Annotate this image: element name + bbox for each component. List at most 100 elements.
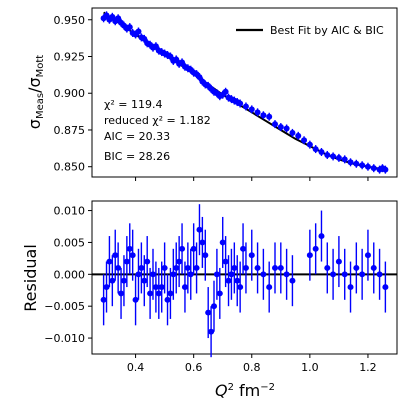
top-data-point <box>359 162 366 169</box>
residual-data-point <box>347 284 354 291</box>
bottom-x-tick-label: 0.8 <box>243 361 261 374</box>
top-y-tick-label: 0.850 <box>54 161 86 174</box>
residual-data-point <box>120 277 127 284</box>
top-data-point <box>103 12 110 19</box>
top-data-point <box>126 24 133 31</box>
top-y-tick-label: 0.875 <box>54 124 86 137</box>
top-data-point <box>341 156 348 163</box>
top-data-point <box>370 165 377 172</box>
top-data-point <box>254 109 261 116</box>
residual-data-point <box>100 296 107 303</box>
residual-data-point <box>289 277 296 284</box>
residual-data-point <box>216 290 223 297</box>
top-data-point <box>277 124 284 131</box>
top-data-point <box>364 163 371 170</box>
residual-data-point <box>118 290 125 297</box>
top-data-point <box>109 13 116 20</box>
top-data-point <box>141 35 148 42</box>
top-data-point <box>301 137 308 144</box>
residual-data-point <box>129 252 136 259</box>
residual-data-point <box>152 284 159 291</box>
residual-data-point <box>277 264 284 271</box>
residual-data-point <box>115 264 122 271</box>
residual-data-point <box>181 284 188 291</box>
residual-data-point <box>161 264 168 271</box>
residual-data-point <box>318 233 325 240</box>
top-data-point <box>306 141 313 148</box>
residual-data-point <box>240 245 247 252</box>
legend-label: Best Fit by AIC & BIC <box>270 24 384 37</box>
residual-data-point <box>306 252 313 259</box>
top-data-point <box>196 74 203 81</box>
top-data-point <box>272 121 278 128</box>
bottom-panel: −0.010 −0.005 0.000 0.005 0.010 0.4 0.6 0.8 1.0 1… <box>21 200 398 400</box>
residual-data-point <box>312 245 319 252</box>
x-axis-label: Q2 fm−2 <box>215 381 275 400</box>
residual-data-point <box>187 271 194 278</box>
top-data-point <box>135 28 142 35</box>
top-panel: 0.850 0.875 0.900 0.925 0.950 Best Fit by AI… <box>25 7 398 181</box>
top-data-point <box>266 113 273 120</box>
residual-data-point <box>324 264 331 271</box>
residual-data-point <box>260 271 267 278</box>
bottom-axes-frame <box>91 200 398 355</box>
bottom-y-axis-label: Residual <box>21 244 40 312</box>
residual-data-point <box>135 271 142 278</box>
residual-data-point <box>382 284 389 291</box>
residual-data-point <box>234 277 241 284</box>
residual-data-point <box>164 296 171 303</box>
top-data-point <box>312 146 319 153</box>
residual-data-point <box>190 245 197 252</box>
residual-data-point <box>158 284 165 291</box>
bottom-y-tick-label: −0.005 <box>44 300 85 313</box>
top-data-point <box>242 103 249 110</box>
residual-data-point <box>167 290 174 297</box>
residual-data-point <box>179 245 186 252</box>
residual-data-point <box>225 277 232 284</box>
bottom-y-tick-label: 0.010 <box>54 205 86 218</box>
top-data-point <box>335 154 342 161</box>
bottom-y-tick-label: 0.000 <box>54 268 86 281</box>
residual-data-point <box>219 239 226 246</box>
residual-data-point <box>330 271 337 278</box>
residual-data-point <box>359 271 366 278</box>
residual-data-point <box>103 284 110 291</box>
residual-data-point <box>147 290 154 297</box>
annotation-chi2: χ² = 119.4 <box>104 98 162 111</box>
residual-data-point <box>254 264 261 271</box>
bottom-y-tick-label: 0.005 <box>54 236 86 249</box>
residual-data-point <box>211 303 217 310</box>
residual-data-point <box>335 258 342 265</box>
residual-data-point <box>184 264 191 271</box>
residual-data-point <box>283 271 290 278</box>
bottom-x-tick-label: 0.6 <box>185 361 203 374</box>
residual-data-point <box>213 271 220 278</box>
residual-data-point <box>376 271 383 278</box>
top-data-point <box>318 149 325 156</box>
residual-data-point <box>222 258 229 265</box>
residual-data-point <box>370 264 377 271</box>
top-data-point <box>222 88 229 95</box>
top-y-axis-label: σMeas/σMott <box>25 55 46 129</box>
residual-data-point <box>196 226 203 233</box>
residual-data-point <box>176 258 183 265</box>
top-data-point <box>330 153 337 160</box>
residual-data-point <box>193 264 200 271</box>
top-data-point <box>260 112 267 119</box>
residual-data-point <box>205 309 212 316</box>
top-data-point <box>382 166 389 173</box>
legend: Best Fit by AIC & BIC <box>236 24 384 37</box>
residual-data-point <box>138 264 145 271</box>
residual-data-point <box>208 328 215 335</box>
top-data-point <box>115 15 122 22</box>
top-data-point <box>179 59 186 66</box>
residual-data-point <box>242 264 249 271</box>
residual-data-point <box>272 264 278 271</box>
top-y-tick-label: 0.900 <box>54 87 86 100</box>
residual-data-point <box>109 277 116 284</box>
residual-data-point <box>199 239 206 246</box>
top-data-point <box>347 159 354 166</box>
residual-data-point <box>266 284 273 291</box>
top-axes-frame <box>91 7 398 178</box>
residual-data-point <box>202 252 209 259</box>
